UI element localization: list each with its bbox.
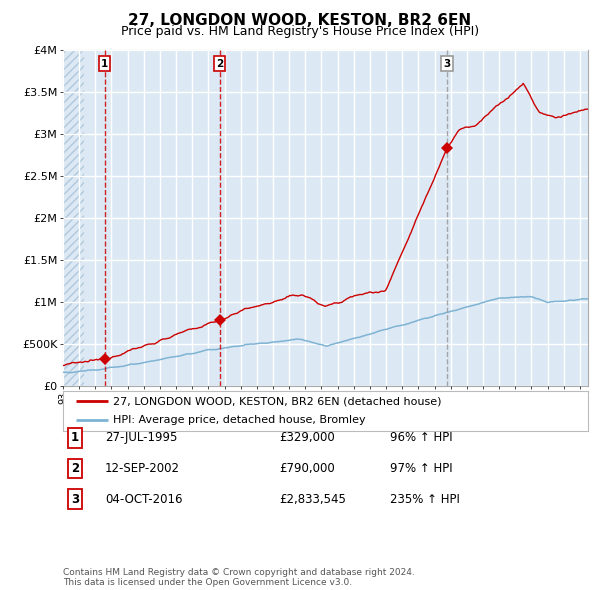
Text: 2: 2 [71,462,79,475]
Text: HPI: Average price, detached house, Bromley: HPI: Average price, detached house, Brom… [113,415,365,425]
Text: 27, LONGDON WOOD, KESTON, BR2 6EN: 27, LONGDON WOOD, KESTON, BR2 6EN [128,13,472,28]
Text: 3: 3 [71,493,79,506]
Text: 1: 1 [101,58,108,68]
Text: 96% ↑ HPI: 96% ↑ HPI [390,431,452,444]
Text: 1: 1 [71,431,79,444]
Text: £329,000: £329,000 [279,431,335,444]
Text: Price paid vs. HM Land Registry's House Price Index (HPI): Price paid vs. HM Land Registry's House … [121,25,479,38]
Text: 27, LONGDON WOOD, KESTON, BR2 6EN (detached house): 27, LONGDON WOOD, KESTON, BR2 6EN (detac… [113,396,442,406]
Text: 2: 2 [216,58,223,68]
Text: 04-OCT-2016: 04-OCT-2016 [105,493,182,506]
Text: 27-JUL-1995: 27-JUL-1995 [105,431,178,444]
Text: 3: 3 [443,58,451,68]
Text: 12-SEP-2002: 12-SEP-2002 [105,462,180,475]
Text: 235% ↑ HPI: 235% ↑ HPI [390,493,460,506]
Text: Contains HM Land Registry data © Crown copyright and database right 2024.
This d: Contains HM Land Registry data © Crown c… [63,568,415,587]
Text: 97% ↑ HPI: 97% ↑ HPI [390,462,452,475]
Text: £2,833,545: £2,833,545 [279,493,346,506]
Text: £790,000: £790,000 [279,462,335,475]
